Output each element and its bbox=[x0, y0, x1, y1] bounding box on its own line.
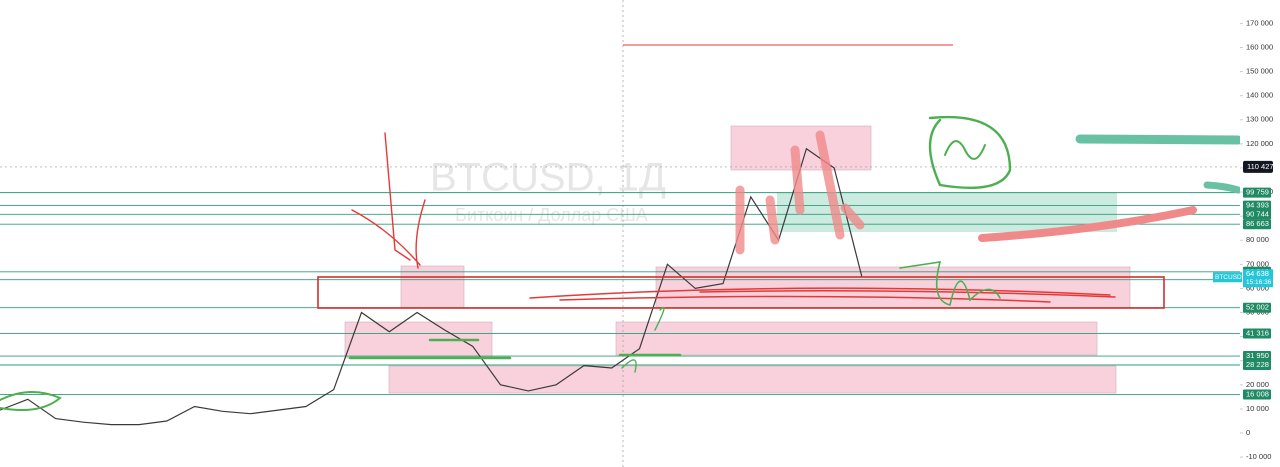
axis-bg bbox=[1240, 0, 1280, 467]
strokes bbox=[348, 338, 682, 360]
level-label: 94 393 bbox=[1246, 201, 1269, 210]
squiggle bbox=[899, 261, 1001, 306]
y-tick-label: 130 000 bbox=[1246, 115, 1273, 124]
squiggle bbox=[944, 140, 986, 160]
y-tick-label: 120 000 bbox=[1246, 139, 1273, 148]
zone bbox=[388, 365, 1117, 394]
zone bbox=[730, 125, 872, 171]
level-label: 41 316 bbox=[1246, 328, 1269, 337]
arrow bbox=[351, 132, 426, 269]
y-tick-label: 10 000 bbox=[1246, 404, 1269, 413]
zone bbox=[400, 265, 465, 309]
zone bbox=[615, 321, 1098, 356]
price-line bbox=[0, 147, 863, 426]
stroke bbox=[1203, 181, 1242, 194]
level-tag bbox=[1243, 219, 1271, 230]
symbol-tag bbox=[1213, 272, 1242, 283]
level-label: 16 008 bbox=[1246, 389, 1269, 398]
level-label: 90 744 bbox=[1246, 209, 1269, 218]
level-label: 52 002 bbox=[1246, 303, 1269, 312]
level-label: 99 759 bbox=[1246, 188, 1269, 197]
highlights bbox=[735, 130, 865, 255]
level-tag bbox=[1243, 302, 1271, 313]
price-tag bbox=[1243, 269, 1273, 288]
level-tag bbox=[1243, 328, 1271, 339]
level-tag bbox=[1243, 389, 1271, 400]
y-tick-label: 150 000 bbox=[1246, 67, 1273, 76]
plot bbox=[0, 147, 1240, 426]
crosshair-label: 110 427 bbox=[1247, 162, 1274, 171]
level-tag bbox=[1243, 360, 1271, 371]
y-tick-label: 80 000 bbox=[1246, 235, 1269, 244]
y-tick-label: 140 000 bbox=[1246, 91, 1273, 100]
level-tag bbox=[1243, 209, 1271, 220]
zone bbox=[777, 192, 1117, 232]
y-tick-label: 170 000 bbox=[1246, 18, 1273, 27]
zone bbox=[655, 266, 1131, 309]
level-tag bbox=[1243, 187, 1271, 198]
level-label: 28 228 bbox=[1246, 360, 1269, 369]
scribble bbox=[529, 287, 1116, 303]
level-tag bbox=[1243, 351, 1271, 362]
countdown-label: 15:16:36 bbox=[1246, 279, 1272, 286]
squiggle bbox=[621, 306, 665, 373]
level-label: 86 663 bbox=[1246, 219, 1269, 228]
circle bbox=[0, 390, 62, 411]
level-label: 31 950 bbox=[1246, 351, 1269, 360]
symbol-label: BTCUSD bbox=[1215, 274, 1242, 281]
last-price-label: 64 638 bbox=[1246, 269, 1269, 278]
y-tick-label: 60 000 bbox=[1246, 283, 1269, 292]
y-tick-label: -10 000 bbox=[1246, 452, 1271, 461]
stroke bbox=[1075, 134, 1243, 145]
crosshair-tag bbox=[1243, 160, 1273, 173]
stroke bbox=[978, 206, 1197, 242]
y-tick-label: 70 000 bbox=[1246, 259, 1269, 268]
y-tick-label: 0 bbox=[1246, 428, 1250, 437]
y-tick-label: 160 000 bbox=[1246, 42, 1273, 51]
box bbox=[317, 276, 1165, 309]
y-tick-label: 20 000 bbox=[1246, 380, 1269, 389]
level-tag bbox=[1243, 200, 1271, 211]
scribbles bbox=[0, 115, 1243, 411]
circle bbox=[928, 115, 1012, 190]
